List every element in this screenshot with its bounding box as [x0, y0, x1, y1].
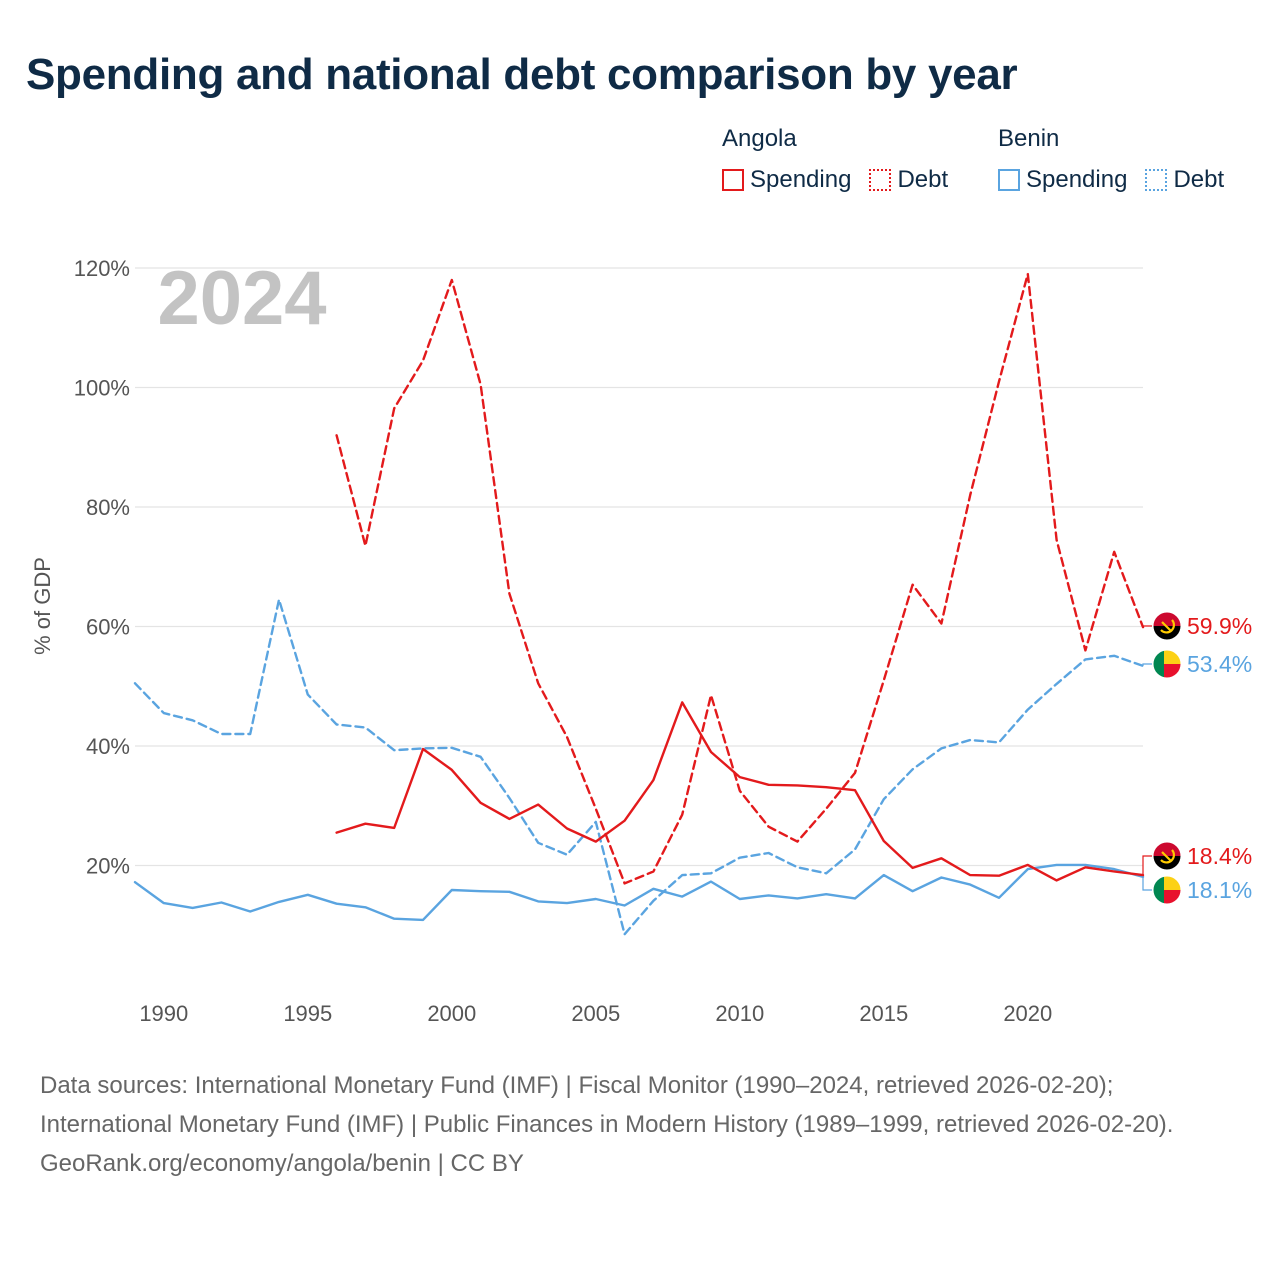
x-tick-label: 2000	[427, 1001, 476, 1026]
x-tick-label: 2015	[859, 1001, 908, 1026]
series-lines	[133, 272, 1145, 936]
y-tick-label: 20%	[86, 854, 130, 879]
end-label-connector	[1142, 663, 1152, 666]
y-tick-label: 80%	[86, 495, 130, 520]
angola-flag-icon	[1153, 612, 1181, 640]
y-tick-label: 120%	[74, 256, 130, 281]
legend-label: Spending	[750, 166, 852, 193]
credit-link[interactable]: GeoRank.org/economy/angola/benin | CC BY	[40, 1150, 524, 1177]
y-axis-ticks: 20% 40% 60% 80% 100% 120%	[74, 256, 130, 879]
year-watermark: 2024	[157, 256, 326, 341]
series-line-angola-spending[interactable]	[335, 701, 1145, 882]
end-label-benin-spending: 18.1%	[1187, 877, 1252, 903]
x-tick-label: 2020	[1003, 1001, 1052, 1026]
x-tick-label: 2005	[571, 1001, 620, 1026]
angola-flag-icon	[1153, 842, 1181, 870]
legend-swatch-solid-icon	[998, 169, 1020, 191]
end-label-benin-debt: 53.4%	[1187, 651, 1252, 677]
chart-title: Spending and national debt comparison by…	[26, 50, 1018, 99]
end-label-angola-spending: 18.4%	[1187, 843, 1252, 869]
end-flags	[1152, 611, 1182, 905]
series-line-benin-spending[interactable]	[133, 863, 1145, 922]
end-label-connectors	[1142, 625, 1152, 891]
legend-group-benin: Benin Spending Debt	[998, 124, 1242, 194]
line-chart: 2024 20% 40% 60% 80% 100% 120% 1990 1995 2000 20…	[30, 256, 1252, 1026]
end-labels: 59.9% 53.4% 18.4% 18.1%	[1187, 613, 1252, 903]
legend-item-benin-debt[interactable]: Debt	[1145, 166, 1224, 194]
legend-label: Debt	[897, 166, 949, 193]
y-tick-label: 100%	[74, 376, 130, 401]
legend-label: Debt	[1173, 166, 1225, 193]
legend-swatch-dotted-icon	[1145, 169, 1168, 191]
legend-swatch-dotted-icon	[869, 169, 892, 191]
legend-item-benin-spending[interactable]: Spending	[998, 166, 1127, 194]
footer: Data sources: International Monetary Fun…	[40, 1066, 1240, 1183]
x-tick-label: 1995	[283, 1001, 332, 1026]
legend-label: Spending	[1026, 166, 1128, 193]
end-label-connector	[1142, 855, 1152, 876]
series-line-angola-debt[interactable]	[335, 272, 1145, 885]
data-sources: Data sources: International Monetary Fun…	[40, 1072, 1174, 1138]
end-label-angola-debt: 59.9%	[1187, 613, 1252, 639]
y-tick-label: 60%	[86, 615, 130, 640]
legend-swatch-solid-icon	[722, 169, 744, 191]
series-line-benin-debt[interactable]	[133, 598, 1145, 936]
legend-item-angola-debt[interactable]: Debt	[869, 166, 948, 194]
end-label-connector	[1142, 625, 1152, 628]
legend-country-angola: Angola	[722, 125, 797, 152]
end-label-connector	[1142, 876, 1152, 891]
gridlines	[135, 267, 1143, 867]
legend-item-angola-spending[interactable]: Spending	[722, 166, 851, 194]
legend-country-benin: Benin	[998, 125, 1060, 152]
y-tick-label: 40%	[86, 734, 130, 759]
x-tick-label: 2010	[715, 1001, 764, 1026]
x-axis-ticks: 1990 1995 2000 2005 2010 2015 2020	[139, 1001, 1052, 1026]
x-tick-label: 1990	[139, 1001, 188, 1026]
y-axis-label: % of GDP	[30, 557, 55, 655]
legend-group-angola: Angola Spending Debt	[722, 124, 966, 194]
